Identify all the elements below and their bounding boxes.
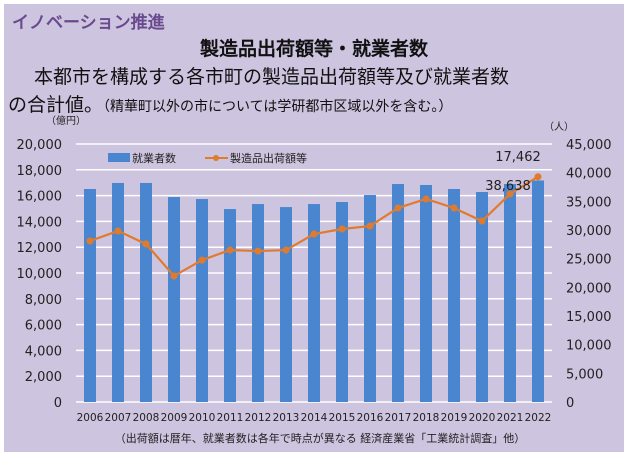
x-tick-label: 2018	[413, 412, 440, 424]
line-point-2011	[226, 246, 234, 254]
left-tick-label: 2,000	[25, 370, 62, 385]
line-point-2012	[254, 247, 262, 255]
left-tick-label: 16,000	[17, 190, 63, 205]
line-point-2019	[450, 204, 458, 212]
legend-bar-label: 就業者数	[132, 151, 176, 165]
data-label-bar-last: 38,638	[485, 179, 531, 194]
right-tick-label: 10,000	[566, 339, 612, 354]
right-tick-label: 30,000	[566, 224, 612, 239]
bar-2008	[140, 182, 152, 402]
x-tick-label: 2011	[217, 412, 244, 424]
line-point-2021	[506, 190, 514, 198]
right-tick-label: 5,000	[566, 367, 603, 382]
left-axis-unit: （億円）	[46, 114, 86, 127]
line-point-2008	[142, 240, 150, 248]
right-tick-label: 0	[566, 396, 574, 411]
right-axis-unit: （人）	[544, 121, 574, 133]
x-tick-label: 2022	[525, 412, 552, 424]
line-point-2017	[394, 204, 402, 212]
legend: 就業者数 製造品出荷額等	[108, 151, 307, 165]
line-point-2022	[534, 173, 542, 181]
legend-line-marker	[213, 155, 219, 161]
x-tick-label: 2013	[273, 412, 300, 424]
left-tick-label: 6,000	[25, 319, 62, 334]
x-tick-label: 2009	[161, 412, 188, 424]
line-point-2010	[198, 256, 206, 264]
bar-2010	[196, 199, 208, 402]
x-tick-label: 2007	[105, 412, 132, 424]
data-label-line-last: 17,462	[495, 150, 541, 165]
x-tick-label: 2008	[133, 412, 160, 424]
line-point-2016	[366, 222, 374, 230]
right-tick-label: 25,000	[566, 253, 612, 268]
right-tick-label: 35,000	[566, 195, 612, 210]
x-tick-label: 2014	[301, 412, 328, 424]
x-tick-label: 2019	[441, 412, 468, 424]
section-label: イノベーション推進	[12, 13, 165, 33]
bar-2016	[364, 195, 376, 402]
bar-2022	[532, 180, 544, 402]
bar-2014	[308, 204, 320, 402]
x-tick-label: 2015	[329, 412, 356, 424]
line-point-2006	[86, 237, 94, 245]
left-tick-label: 18,000	[17, 164, 63, 179]
bar-2021	[504, 184, 516, 402]
line-point-2013	[282, 246, 290, 254]
line-point-2015	[338, 225, 346, 233]
right-tick-label: 45,000	[566, 138, 612, 153]
line-point-2014	[310, 230, 318, 238]
left-tick-label: 0	[54, 396, 62, 411]
x-tick-label: 2010	[189, 412, 216, 424]
right-tick-label: 40,000	[566, 167, 612, 182]
description-note: （精華町以外の市については学研都市区域以外を含む。）	[103, 99, 453, 115]
right-tick-label: 15,000	[566, 310, 612, 325]
line-point-2009	[170, 272, 178, 280]
x-tick-label: 2006	[77, 412, 104, 424]
line-point-2020	[478, 217, 486, 225]
bar-2012	[252, 204, 264, 402]
bar-2017	[392, 184, 404, 402]
chart-title: 製造品出荷額等・就業者数	[199, 38, 428, 60]
x-tick-label: 2020	[469, 412, 496, 424]
x-tick-label: 2012	[245, 412, 272, 424]
description-line-2: の合計値。（精華町以外の市については学研都市区域以外を含む。）	[8, 90, 452, 117]
left-tick-label: 14,000	[17, 215, 63, 230]
line-point-2018	[422, 195, 430, 203]
legend-bar-swatch	[108, 153, 130, 162]
bar-2009	[168, 197, 180, 402]
left-tick-label: 20,000	[17, 138, 63, 153]
bar-2018	[420, 184, 432, 402]
x-tick-label: 2016	[357, 412, 384, 424]
right-tick-label: 20,000	[566, 281, 612, 296]
bar-2007	[112, 182, 124, 402]
line-point-2007	[114, 227, 122, 235]
left-tick-label: 4,000	[25, 344, 62, 359]
legend-line-label: 製造品出荷額等	[230, 151, 307, 165]
x-tick-label: 2017	[385, 412, 412, 424]
left-tick-label: 10,000	[17, 267, 63, 282]
bar-2006	[84, 189, 96, 402]
bar-2019	[448, 189, 460, 402]
source-note: （出荷額は暦年、就業者数は各年で時点が異なる 経済産業省「工業統計調査」他）	[115, 431, 526, 445]
bar-2020	[476, 191, 488, 402]
description-line-1: 本都市を構成する各市町の製造品出荷額等及び就業者数	[34, 66, 510, 88]
x-tick-label: 2021	[497, 412, 524, 424]
description-main: の合計値。	[8, 94, 104, 116]
left-tick-label: 8,000	[25, 293, 62, 308]
bar-2015	[336, 202, 348, 402]
bar-2013	[280, 207, 292, 402]
left-tick-label: 12,000	[17, 241, 63, 256]
bar-2011	[224, 209, 236, 402]
